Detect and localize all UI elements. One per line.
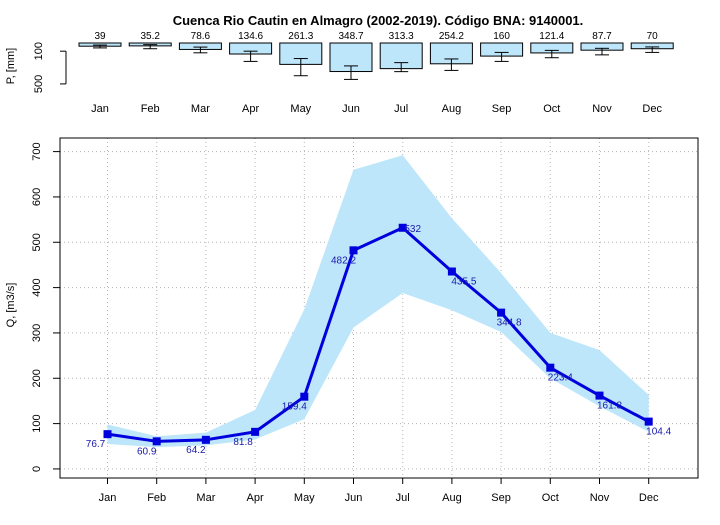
- flow-value-label: 76.7: [86, 439, 106, 450]
- precip-x-tick-label: Mar: [191, 103, 210, 115]
- flow-data-point: [497, 308, 506, 317]
- precip-value-label: 70: [647, 31, 659, 42]
- flow-x-tick-label: Jan: [99, 492, 117, 504]
- precip-x-tick-label: Dec: [642, 103, 662, 115]
- flow-data-point: [152, 437, 161, 446]
- flow-x-tick-label: Sep: [491, 492, 511, 504]
- precip-value-label: 134.6: [238, 31, 263, 42]
- flow-ylabel: Q, [m3/s]: [5, 283, 17, 328]
- flow-value-label: 435.5: [451, 277, 476, 288]
- flow-value-label: 81.8: [233, 437, 253, 448]
- precip-value-label: 313.3: [389, 31, 414, 42]
- flow-data-point: [447, 267, 456, 276]
- flow-x-tick-label: Jun: [345, 492, 363, 504]
- flow-data-point: [644, 417, 653, 426]
- flow-y-tick-label: 400: [31, 278, 43, 296]
- flow-data-point: [546, 363, 555, 372]
- precip-x-tick-label: Oct: [543, 103, 560, 115]
- flow-panel: 76.7 60.9 64.2 81.8 159.4 482.2 532 435.5 344.8 2…: [31, 137, 699, 504]
- flow-x-tick-label: May: [294, 492, 315, 504]
- flow-value-label: 344.8: [497, 318, 522, 329]
- flow-value-label: 532: [404, 224, 421, 235]
- precip-value-label: 121.4: [539, 31, 564, 42]
- flow-y-tick-label: 700: [31, 142, 43, 160]
- precip-x-tick-label: Nov: [592, 103, 612, 115]
- flow-x-tick-label: Dec: [639, 492, 659, 504]
- precip-x-tick-label: Apr: [242, 103, 259, 115]
- precip-x-tick-label: Sep: [492, 103, 512, 115]
- precip-value-label: 261.3: [288, 31, 313, 42]
- precip-value-label: 39: [94, 31, 106, 42]
- flow-y-tick-label: 0: [31, 466, 43, 472]
- precip-value-label: 254.2: [439, 31, 464, 42]
- precip-x-tick-label: Jul: [394, 103, 408, 115]
- flow-y-tick-label: 500: [31, 233, 43, 251]
- flow-value-label: 60.9: [137, 446, 157, 457]
- flow-data-point: [349, 246, 358, 255]
- flow-data-point: [398, 223, 407, 232]
- flow-value-label: 64.2: [186, 445, 206, 456]
- precip-y-tick-label: 500: [33, 75, 45, 93]
- flow-y-tick-label: 600: [31, 188, 43, 206]
- precip-x-tick-label: Jan: [91, 103, 109, 115]
- precip-value-label: 348.7: [338, 31, 363, 42]
- flow-data-point: [251, 427, 260, 436]
- flow-x-tick-label: Jul: [396, 492, 410, 504]
- flow-y-tick-label: 300: [31, 324, 43, 342]
- flow-series-line: [107, 226, 650, 443]
- precip-ylabel: P, [mm]: [5, 48, 17, 84]
- precip-value-label: 160: [493, 31, 510, 42]
- flow-data-point: [300, 392, 309, 401]
- flow-value-label: 161.8: [597, 401, 622, 412]
- precip-y-tick-label: 100: [33, 42, 45, 60]
- precip-panel: 100 500 39 Jan 35.2 Feb 78.6 Mar 134.6 Apr 261.3 Ma…: [33, 31, 674, 115]
- precip-x-tick-label: May: [290, 103, 311, 115]
- flow-data-point: [201, 435, 210, 444]
- precip-x-tick-label: Feb: [141, 103, 160, 115]
- precip-value-label: 87.7: [592, 31, 612, 42]
- flow-data-point: [595, 391, 604, 400]
- flow-range-band: [107, 155, 649, 448]
- flow-x-tick-label: Oct: [542, 492, 559, 504]
- flow-value-label: 104.4: [646, 427, 671, 438]
- flow-x-tick-label: Aug: [442, 492, 462, 504]
- chart-title: Cuenca Rio Cautin en Almagro (2002-2019)…: [173, 13, 584, 28]
- flow-x-tick-label: Feb: [147, 492, 166, 504]
- flow-value-label: 482.2: [331, 255, 356, 266]
- flow-plot-frame: [59, 137, 699, 479]
- flow-x-tick-label: Nov: [590, 492, 610, 504]
- precip-x-tick-label: Jun: [342, 103, 360, 115]
- precip-value-label: 78.6: [191, 31, 211, 42]
- flow-x-tick-label: Apr: [247, 492, 264, 504]
- flow-value-label: 159.4: [282, 402, 307, 413]
- flow-y-tick-label: 200: [31, 369, 43, 387]
- flow-x-tick-label: Mar: [196, 492, 215, 504]
- flow-value-label: 223.4: [548, 373, 573, 384]
- precip-x-tick-label: Aug: [442, 103, 462, 115]
- flow-y-tick-label: 100: [31, 414, 43, 432]
- precip-value-label: 35.2: [140, 31, 160, 42]
- flow-data-point: [103, 430, 112, 439]
